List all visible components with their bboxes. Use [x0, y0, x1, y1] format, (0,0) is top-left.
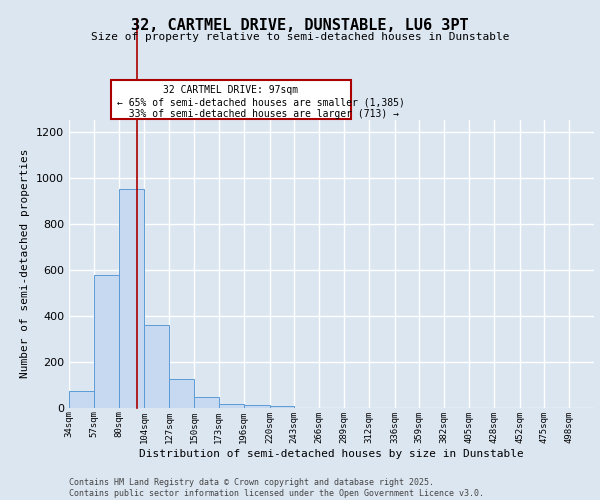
Y-axis label: Number of semi-detached properties: Number of semi-detached properties: [20, 149, 31, 378]
Text: 32, CARTMEL DRIVE, DUNSTABLE, LU6 3PT: 32, CARTMEL DRIVE, DUNSTABLE, LU6 3PT: [131, 18, 469, 32]
Bar: [169, 379, 194, 408]
Bar: [269, 406, 295, 408]
Bar: [94, 275, 119, 407]
Bar: [219, 404, 244, 407]
Text: 33% of semi-detached houses are larger (713) →: 33% of semi-detached houses are larger (…: [117, 110, 399, 120]
Bar: [119, 189, 145, 408]
Text: Contains HM Land Registry data © Crown copyright and database right 2025.
Contai: Contains HM Land Registry data © Crown c…: [69, 478, 484, 498]
Text: Size of property relative to semi-detached houses in Dunstable: Size of property relative to semi-detach…: [91, 32, 509, 42]
Bar: [244, 405, 269, 407]
Text: 32 CARTMEL DRIVE: 97sqm: 32 CARTMEL DRIVE: 97sqm: [163, 84, 299, 95]
Text: ← 65% of semi-detached houses are smaller (1,385): ← 65% of semi-detached houses are smalle…: [117, 98, 405, 108]
Bar: [145, 324, 169, 407]
Bar: [194, 397, 219, 407]
X-axis label: Distribution of semi-detached houses by size in Dunstable: Distribution of semi-detached houses by …: [139, 450, 524, 460]
Bar: [69, 392, 94, 407]
